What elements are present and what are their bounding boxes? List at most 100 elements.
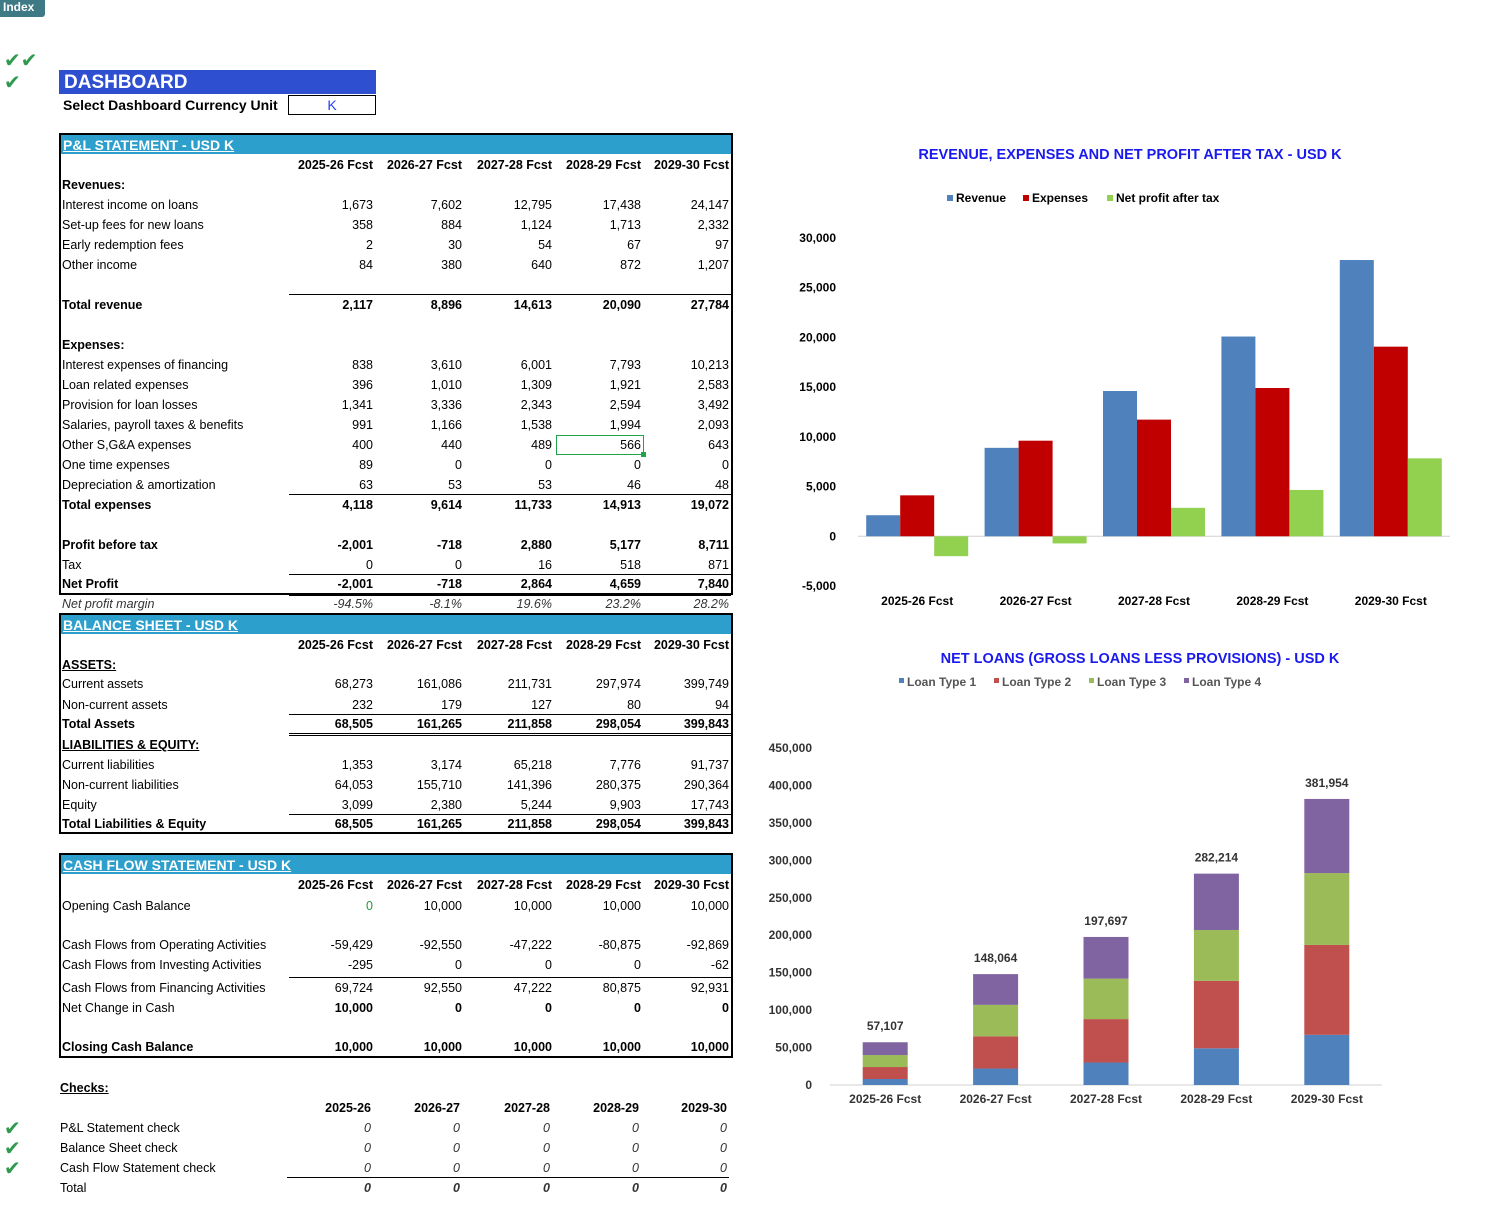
value-cell[interactable]: 2,880 bbox=[520, 538, 552, 552]
value-cell[interactable]: 89 bbox=[359, 458, 373, 472]
value-cell[interactable]: 0 bbox=[543, 1141, 550, 1155]
value-cell[interactable]: 68,273 bbox=[334, 677, 373, 691]
value-cell[interactable]: 19,072 bbox=[690, 498, 729, 512]
column-header[interactable]: 2026-27 Fcst bbox=[386, 638, 462, 652]
value-cell[interactable]: 19.6% bbox=[516, 597, 552, 611]
value-cell[interactable]: 3,336 bbox=[430, 398, 462, 412]
value-cell[interactable]: 0 bbox=[366, 899, 373, 913]
value-cell[interactable]: 47,222 bbox=[513, 981, 552, 995]
value-cell[interactable]: 2,343 bbox=[520, 398, 552, 412]
value-cell[interactable]: 14,913 bbox=[602, 498, 641, 512]
column-header[interactable]: 2026-27 bbox=[414, 1101, 460, 1115]
column-header[interactable]: 2029-30 Fcst bbox=[653, 158, 729, 172]
value-cell[interactable]: 0 bbox=[453, 1141, 460, 1155]
value-cell[interactable]: 17,743 bbox=[690, 798, 729, 812]
value-cell[interactable]: 65,218 bbox=[513, 758, 552, 772]
value-cell[interactable]: 298,054 bbox=[595, 817, 641, 831]
value-cell[interactable]: 16 bbox=[538, 558, 552, 572]
value-cell[interactable]: 2,583 bbox=[697, 378, 729, 392]
value-cell[interactable]: 97 bbox=[715, 238, 729, 252]
value-cell[interactable]: 94 bbox=[715, 698, 729, 712]
value-cell[interactable]: 298,054 bbox=[595, 717, 641, 731]
column-header[interactable]: 2025-26 Fcst bbox=[297, 158, 373, 172]
column-header[interactable]: 2025-26 bbox=[325, 1101, 371, 1115]
value-cell[interactable]: 4,659 bbox=[609, 577, 641, 591]
column-header[interactable]: 2028-29 Fcst bbox=[565, 158, 641, 172]
value-cell[interactable]: 5,244 bbox=[520, 798, 552, 812]
value-cell[interactable]: 297,974 bbox=[595, 677, 641, 691]
value-cell[interactable]: 92,931 bbox=[690, 981, 729, 995]
value-cell[interactable]: 30 bbox=[448, 238, 462, 252]
value-cell[interactable]: 399,843 bbox=[683, 817, 729, 831]
value-cell[interactable]: 0 bbox=[722, 1001, 729, 1015]
value-cell[interactable]: 84 bbox=[359, 258, 373, 272]
value-cell[interactable]: -8.1% bbox=[429, 597, 462, 611]
value-cell[interactable]: 46 bbox=[627, 478, 641, 492]
column-header[interactable]: 2026-27 Fcst bbox=[386, 878, 462, 892]
value-cell[interactable]: 11,733 bbox=[514, 498, 552, 512]
value-cell[interactable]: 0 bbox=[545, 458, 552, 472]
value-cell[interactable]: 10,000 bbox=[334, 1001, 373, 1015]
value-cell[interactable]: 211,858 bbox=[507, 717, 553, 731]
value-cell[interactable]: 884 bbox=[441, 218, 462, 232]
value-cell[interactable]: 3,610 bbox=[430, 358, 462, 372]
value-cell[interactable]: 0 bbox=[634, 458, 641, 472]
value-cell[interactable]: 53 bbox=[538, 478, 552, 492]
value-cell[interactable]: 280,375 bbox=[595, 778, 641, 792]
value-cell[interactable]: 10,000 bbox=[513, 899, 552, 913]
value-cell[interactable]: 1,124 bbox=[520, 218, 552, 232]
value-cell[interactable]: 0 bbox=[364, 1121, 371, 1135]
value-cell[interactable]: 0 bbox=[455, 1001, 462, 1015]
value-cell[interactable]: 9,903 bbox=[609, 798, 641, 812]
value-cell[interactable]: 400 bbox=[352, 438, 373, 452]
value-cell[interactable]: 2,594 bbox=[609, 398, 641, 412]
value-cell[interactable]: 0 bbox=[632, 1121, 639, 1135]
value-cell[interactable]: 396 bbox=[352, 378, 373, 392]
value-cell[interactable]: 518 bbox=[620, 558, 641, 572]
value-cell[interactable]: 4,118 bbox=[342, 498, 373, 512]
value-cell[interactable]: 0 bbox=[720, 1141, 727, 1155]
value-cell[interactable]: 1,921 bbox=[609, 378, 641, 392]
value-cell[interactable]: 10,000 bbox=[690, 1040, 729, 1054]
value-cell[interactable]: 161,265 bbox=[416, 717, 462, 731]
value-cell[interactable]: 991 bbox=[352, 418, 373, 432]
value-cell[interactable]: 67 bbox=[627, 238, 641, 252]
value-cell[interactable]: 92,550 bbox=[423, 981, 462, 995]
value-cell[interactable]: -92,550 bbox=[419, 938, 462, 952]
value-cell[interactable]: -94.5% bbox=[333, 597, 373, 611]
value-cell[interactable]: -718 bbox=[436, 577, 462, 591]
value-cell[interactable]: 1,994 bbox=[609, 418, 641, 432]
value-cell[interactable]: 8,711 bbox=[698, 538, 729, 552]
column-header[interactable]: 2027-28 Fcst bbox=[476, 878, 552, 892]
value-cell[interactable]: 24,147 bbox=[690, 198, 729, 212]
column-header[interactable]: 2027-28 Fcst bbox=[476, 638, 552, 652]
value-cell[interactable]: 9,614 bbox=[430, 498, 462, 512]
value-cell[interactable]: 1,538 bbox=[520, 418, 552, 432]
value-cell[interactable]: 17,438 bbox=[602, 198, 641, 212]
value-cell[interactable]: 1,713 bbox=[609, 218, 641, 232]
value-cell[interactable]: -718 bbox=[436, 538, 462, 552]
value-cell[interactable]: 27,784 bbox=[690, 298, 729, 312]
column-header[interactable]: 2025-26 Fcst bbox=[297, 878, 373, 892]
value-cell[interactable]: 1,207 bbox=[697, 258, 729, 272]
value-cell[interactable]: 0 bbox=[455, 558, 462, 572]
value-cell[interactable]: 63 bbox=[359, 478, 373, 492]
value-cell[interactable]: 1,673 bbox=[341, 198, 373, 212]
value-cell[interactable]: 14,613 bbox=[513, 298, 552, 312]
value-cell[interactable]: 48 bbox=[715, 478, 729, 492]
value-cell[interactable]: 2 bbox=[366, 238, 373, 252]
value-cell[interactable]: 872 bbox=[620, 258, 641, 272]
value-cell[interactable]: 2,864 bbox=[520, 577, 552, 591]
value-cell[interactable]: 161,265 bbox=[416, 817, 462, 831]
value-cell[interactable]: 8,896 bbox=[430, 298, 462, 312]
value-cell[interactable]: 7,840 bbox=[697, 577, 729, 591]
value-cell[interactable]: 10,000 bbox=[690, 899, 729, 913]
value-cell[interactable]: 3,492 bbox=[697, 398, 729, 412]
value-cell[interactable]: 399,843 bbox=[683, 717, 729, 731]
value-cell[interactable]: 10,000 bbox=[602, 899, 641, 913]
value-cell[interactable]: 290,364 bbox=[683, 778, 729, 792]
column-header[interactable]: 2027-28 bbox=[504, 1101, 550, 1115]
value-cell[interactable]: 1,010 bbox=[430, 378, 462, 392]
value-cell[interactable]: 0 bbox=[364, 1141, 371, 1155]
value-cell[interactable]: 2,380 bbox=[430, 798, 462, 812]
